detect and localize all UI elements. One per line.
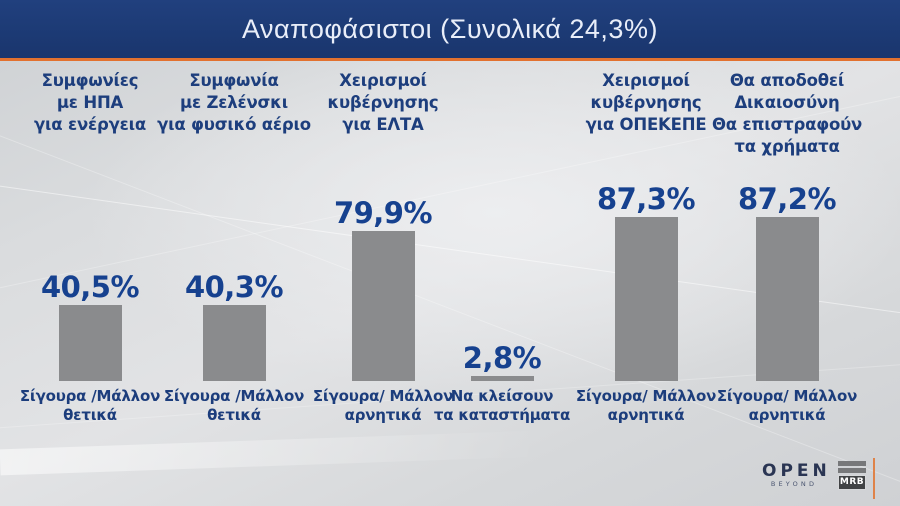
bar	[614, 217, 678, 381]
bar-stack: 2,8%	[423, 343, 581, 381]
column-topic: Χειρισμοί κυβέρνησης για ΟΠΕΚΕΠΕ	[585, 71, 707, 134]
chart-column-zelensky-gas: Συμφωνία με Ζελένσκι για φυσικό αέριο 40…	[155, 70, 313, 506]
mrb-logo-bar	[838, 468, 866, 473]
mrb-logo-text: MRB	[838, 475, 866, 490]
open-channel-logo: OPEN BEYOND	[762, 461, 831, 489]
bar-answer-label: Σίγουρα/ Μάλλον αρνητικά	[716, 387, 858, 424]
bar-value-label: 87,2%	[737, 182, 837, 216]
chart-column-justice: Θα αποδοθεί Δικαιοσύνη Θα επιστραφούν τα…	[708, 70, 866, 506]
bar	[351, 231, 415, 381]
orange-divider	[873, 458, 875, 499]
open-logo-subtext: BEYOND	[770, 480, 818, 488]
bar-value-label: 79,9%	[333, 196, 433, 230]
bar-stack: 40,5%	[11, 272, 169, 381]
bar-value-label: 87,3%	[596, 182, 696, 216]
bar-value-label: 2,8%	[462, 341, 542, 375]
bar-stack: 87,3%	[567, 184, 725, 381]
bar-stack: 40,3%	[155, 272, 313, 381]
title-banner: Αναποφάσιστοι (Συνολικά 24,3%)	[0, 0, 900, 61]
column-topic: Συμφωνίες με ΗΠΑ για ενέργεια	[34, 71, 146, 134]
chart-column-usa-energy: Συμφωνίες με ΗΠΑ για ενέργεια 40,5% Σίγο…	[11, 70, 169, 506]
chart-column-close-stores: 2,8% Να κλείσουν τα καταστήματα	[423, 70, 581, 506]
bar-answer-label: Σίγουρα /Μάλλον θετικά	[19, 387, 161, 424]
bar	[755, 217, 819, 381]
bar-stack: 79,9%	[304, 198, 462, 381]
bar-answer-label: Σίγουρα/ Μάλλον αρνητικά	[312, 387, 454, 424]
bar-answer-label: Σίγουρα/ Μάλλον αρνητικά	[575, 387, 717, 424]
chart-column-elta: Χειρισμοί κυβέρνησης για ΕΛΤΑ 79,9% Σίγο…	[304, 70, 462, 506]
mrb-logo: MRB	[838, 461, 866, 490]
bar	[202, 305, 266, 381]
bar	[58, 305, 122, 381]
column-topic: Συμφωνία με Ζελένσκι για φυσικό αέριο	[157, 71, 311, 134]
bar-answer-label: Σίγουρα /Μάλλον θετικά	[163, 387, 305, 424]
bar-value-label: 40,5%	[40, 270, 140, 304]
chart-column-opekepe: Χειρισμοί κυβέρνησης για ΟΠΕΚΕΠΕ 87,3% Σ…	[567, 70, 725, 506]
bar-value-label: 40,3%	[184, 270, 284, 304]
bar	[470, 376, 534, 381]
column-topic: Θα αποδοθεί Δικαιοσύνη Θα επιστραφούν τα…	[711, 71, 863, 156]
page-title: Αναποφάσιστοι (Συνολικά 24,3%)	[242, 13, 658, 44]
open-logo-text: OPEN	[762, 461, 831, 481]
column-topic: Χειρισμοί κυβέρνησης για ΕΛΤΑ	[327, 71, 439, 134]
bar-stack: 87,2%	[708, 184, 866, 381]
mrb-logo-bar	[838, 461, 866, 466]
bar-answer-label: Να κλείσουν τα καταστήματα	[433, 387, 571, 424]
